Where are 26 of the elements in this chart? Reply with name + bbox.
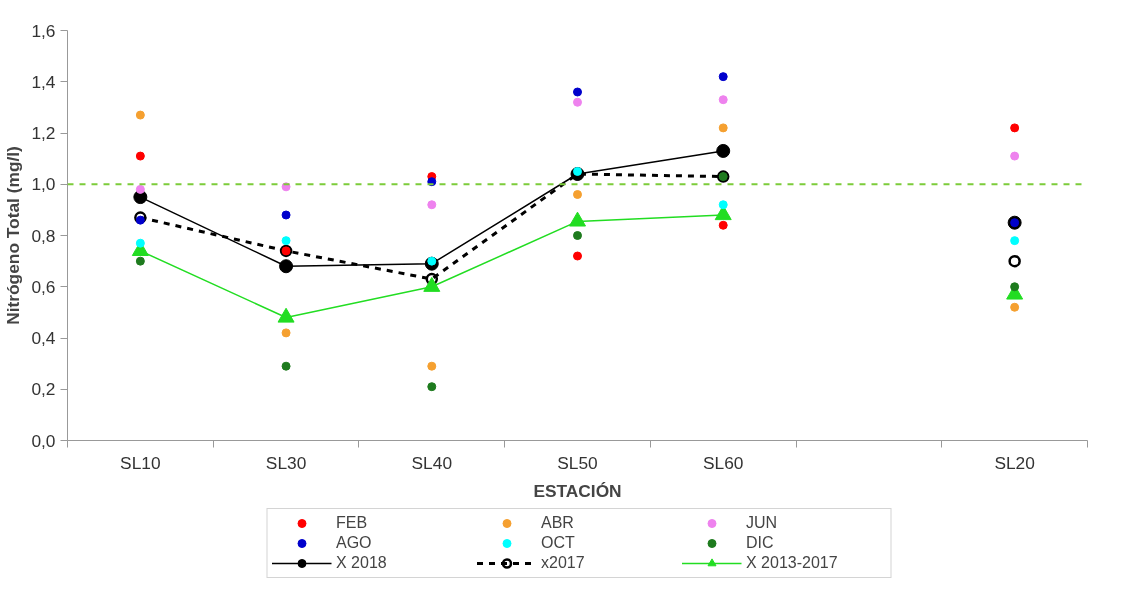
legend-label: FEB [336,513,369,533]
y-tick-label: 0,2 [31,379,56,400]
y-tick-label: 0,8 [31,225,56,246]
y-tick-label: 1,4 [31,71,56,92]
y-axis-title: Nitrógeno Total (mg/l) [3,146,24,325]
x-tick-label: SL10 [120,452,161,473]
legend-label: AGO [336,533,373,553]
legend-label: DIC [746,533,775,553]
x-tick-label: SL20 [994,452,1035,473]
legend-label: JUN [746,513,779,533]
legend-label: X 2013-2017 [746,553,839,573]
legend-label: X 2018 [336,553,388,573]
x-tick-label: SL30 [265,452,307,473]
y-tick-label: 1,6 [31,20,56,41]
y-tick-label: 1,2 [31,123,56,143]
y-tick-label: 1,0 [31,174,56,195]
y-tick-label: 0,4 [31,328,56,348]
legend-label: OCT [541,533,576,553]
legend-label: ABR [541,513,575,533]
legend-label: x2017 [541,553,586,573]
y-tick-label: 0,6 [31,276,56,297]
x-tick-label: SL60 [702,452,744,473]
x-axis-title: ESTACIÓN [533,480,622,501]
y-tick-label: 0,0 [31,430,56,451]
x-tick-label: SL50 [557,452,598,473]
x-tick-label: SL40 [411,452,453,473]
